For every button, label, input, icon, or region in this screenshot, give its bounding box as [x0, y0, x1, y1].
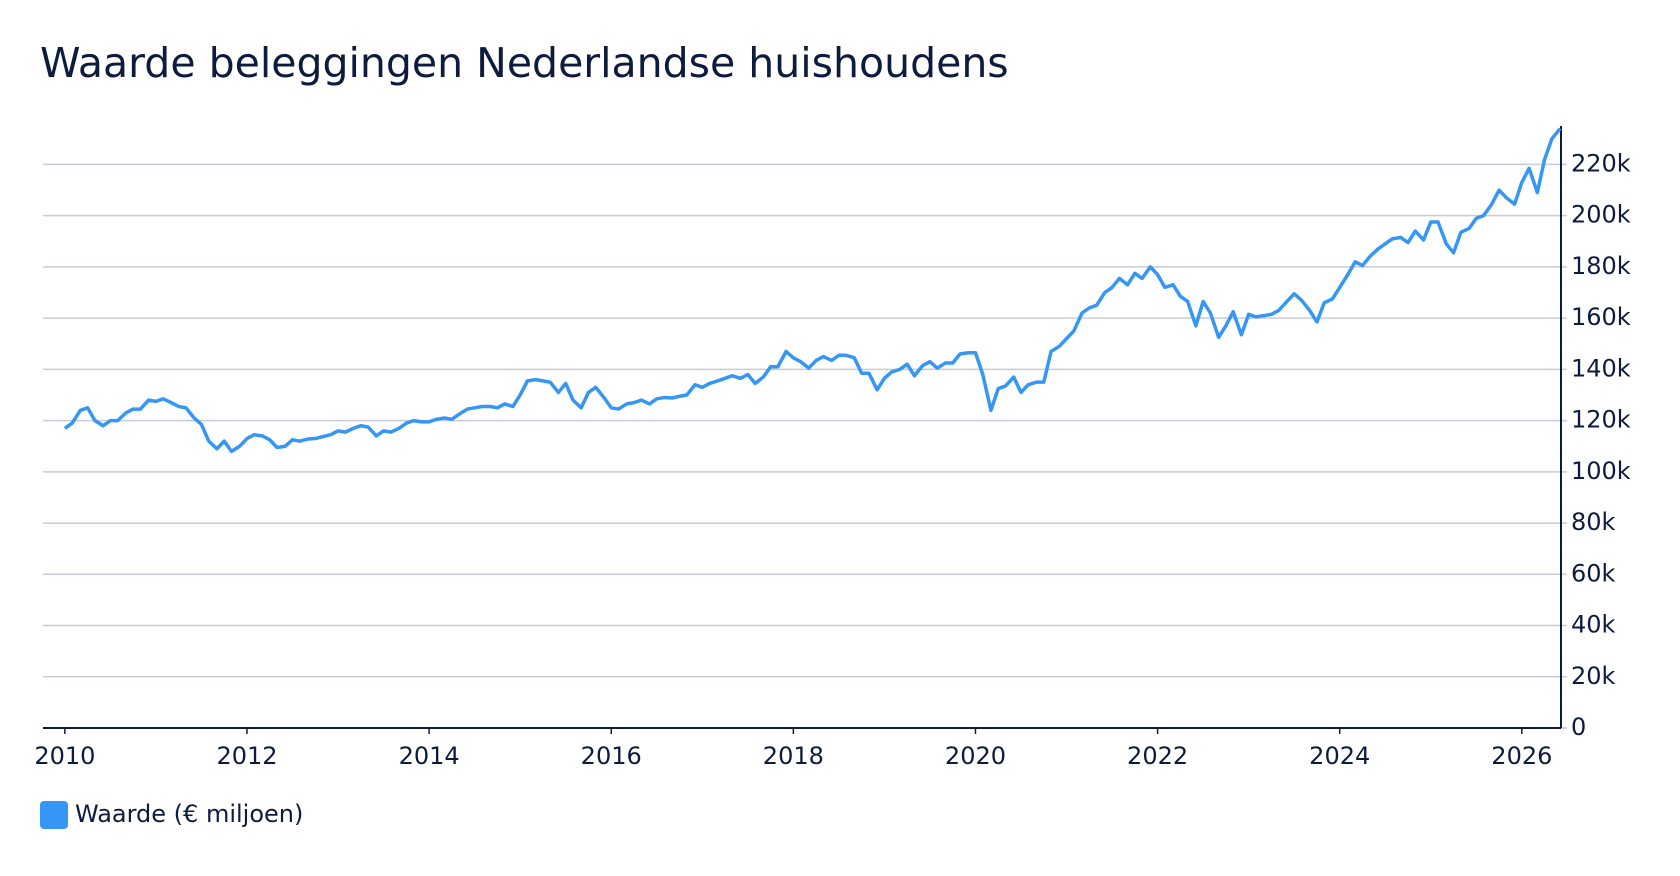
x-tick-label: 2012	[216, 742, 277, 770]
y-tick-label: 200k	[1571, 201, 1631, 229]
x-tick-label: 2010	[34, 742, 95, 770]
y-tick-label: 60k	[1571, 559, 1616, 587]
y-tick-label: 100k	[1571, 457, 1631, 485]
x-tick-label: 2024	[1309, 742, 1370, 770]
x-tick-label: 2022	[1127, 742, 1188, 770]
y-tick-label: 140k	[1571, 354, 1631, 382]
chart-title: Waarde beleggingen Nederlandse huishoude…	[40, 39, 1009, 87]
y-tick-label: 40k	[1571, 611, 1616, 639]
y-tick-label: 20k	[1571, 662, 1616, 690]
data-line	[63, 127, 1562, 454]
y-tick-label: 80k	[1571, 508, 1616, 536]
y-tick-label: 180k	[1571, 252, 1631, 280]
x-tick-label: 2018	[763, 742, 824, 770]
y-tick-label: 160k	[1571, 303, 1631, 331]
legend-swatch	[40, 801, 68, 829]
legend-label: Waarde (€ miljoen)	[75, 800, 303, 828]
x-tick-label: 2026	[1491, 742, 1552, 770]
y-tick-label: 0	[1571, 713, 1586, 741]
x-tick-label: 2020	[945, 742, 1006, 770]
x-tick-label: 2016	[581, 742, 642, 770]
y-tick-label: 120k	[1571, 406, 1631, 434]
y-tick-label: 220k	[1571, 149, 1631, 177]
x-tick-label: 2014	[399, 742, 460, 770]
